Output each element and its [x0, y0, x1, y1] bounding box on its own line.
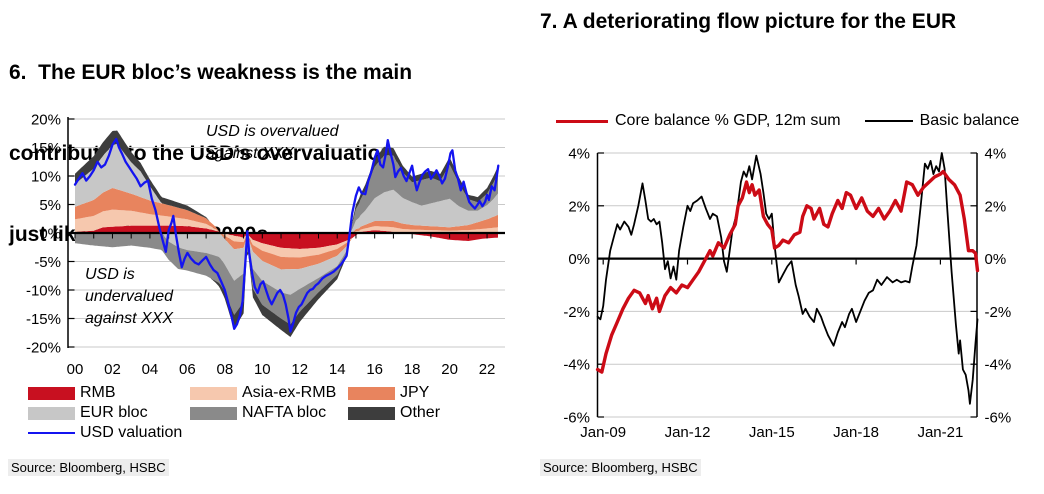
- legend-swatch-basic-balance: [864, 120, 913, 122]
- svg-text:Jan-15: Jan-15: [749, 424, 795, 441]
- svg-text:-2%: -2%: [985, 304, 1012, 321]
- legend-item-jpy: JPY: [348, 383, 508, 403]
- svg-text:Jan-21: Jan-21: [917, 424, 963, 441]
- svg-text:12: 12: [291, 361, 308, 378]
- usd-overvaluation-chart: 20% 15% 10% 5% 0% -5% -10% -15% -20% 00 02 04 06 08 10…: [26, 112, 505, 378]
- svg-text:08: 08: [216, 361, 233, 378]
- svg-text:Jan-09: Jan-09: [580, 424, 626, 441]
- legend-label-basic-balance: Basic balance: [919, 112, 1020, 129]
- svg-text:2%: 2%: [985, 198, 1007, 215]
- svg-text:4%: 4%: [985, 146, 1007, 163]
- legend-swatch-nafta-bloc: [190, 406, 237, 420]
- svg-text:10%: 10%: [31, 169, 61, 186]
- legend-swatch-rmb: [28, 386, 75, 400]
- left-chart-source: Source: Bloomberg, HSBC: [8, 459, 169, 476]
- svg-text:-10%: -10%: [26, 283, 61, 300]
- legend-label-rmb: RMB: [80, 384, 116, 401]
- svg-text:06: 06: [179, 361, 196, 378]
- svg-text:-4%: -4%: [563, 357, 590, 374]
- svg-text:0%: 0%: [568, 251, 590, 268]
- legend-item-other: Other: [348, 403, 508, 423]
- svg-text:0%: 0%: [39, 226, 61, 243]
- legend-item-eur-bloc: EUR bloc: [28, 403, 190, 423]
- legend-swatch-other: [348, 406, 395, 420]
- legend-label-jpy: JPY: [400, 384, 430, 401]
- svg-text:-6%: -6%: [563, 410, 590, 427]
- legend-swatch-jpy: [348, 386, 395, 400]
- svg-text:15%: 15%: [31, 140, 61, 157]
- svg-text:-6%: -6%: [985, 410, 1012, 427]
- svg-text:Jan-18: Jan-18: [833, 424, 879, 441]
- svg-text:14: 14: [329, 361, 346, 378]
- legend-label-asia-ex-rmb: Asia-ex-RMB: [242, 384, 337, 401]
- legend-item-nafta-bloc: NAFTA bloc: [190, 403, 348, 423]
- legend-label-eur-bloc: EUR bloc: [80, 404, 148, 421]
- legend-swatch-core-balance-gdp-12m-sum: [556, 119, 608, 123]
- eur-flow-chart: 4% 4%2% 2%0% 0%-2% -2%-4% -4%-6% -6%Jan-09 Jan-…: [563, 146, 1012, 442]
- legend-label-usd-valuation: USD valuation: [80, 424, 183, 441]
- svg-text:Jan-12: Jan-12: [665, 424, 711, 441]
- legend-label-other: Other: [400, 404, 441, 421]
- legend-label-nafta-bloc: NAFTA bloc: [242, 404, 327, 421]
- annotation-usd-overvalued: USD is overvalued against XXX: [206, 123, 339, 162]
- svg-text:2%: 2%: [568, 198, 590, 215]
- right-chart-legend: Core balance % GDP, 12m sum Basic balance: [556, 110, 1043, 132]
- legend-label-core-balance-gdp-12m-sum: Core balance % GDP, 12m sum: [615, 112, 841, 129]
- svg-text:0%: 0%: [985, 251, 1007, 268]
- annotation-usd-undervalued: USD is undervalued against XXX: [85, 266, 174, 327]
- legend-swatch-usd-valuation: [28, 432, 75, 434]
- legend-item-asia-ex-rmb: Asia-ex-RMB: [190, 383, 348, 403]
- right-chart-title: 7. A deteriorating flow picture for the …: [540, 10, 957, 33]
- svg-text:20%: 20%: [31, 112, 61, 129]
- right-chart-source: Source: Bloomberg, HSBC: [540, 459, 701, 476]
- svg-text:02: 02: [104, 361, 121, 378]
- legend-item-rmb: RMB: [28, 383, 190, 403]
- legend-swatch-asia-ex-rmb: [190, 386, 237, 400]
- svg-text:4%: 4%: [568, 146, 590, 163]
- svg-text:-15%: -15%: [26, 311, 61, 328]
- legend-swatch-eur-bloc: [28, 406, 75, 420]
- svg-text:10: 10: [254, 361, 271, 378]
- svg-text:16: 16: [366, 361, 383, 378]
- svg-text:-2%: -2%: [563, 304, 590, 321]
- left-chart-title-line1: 6. The EUR bloc’s weakness is the main: [9, 61, 413, 84]
- legend-item-usd-valuation: USD valuation: [28, 423, 190, 443]
- svg-text:-5%: -5%: [34, 254, 61, 271]
- svg-text:20: 20: [441, 361, 458, 378]
- svg-text:-4%: -4%: [985, 357, 1012, 374]
- svg-text:-20%: -20%: [26, 340, 61, 357]
- svg-text:5%: 5%: [39, 197, 61, 214]
- svg-text:00: 00: [67, 361, 84, 378]
- svg-text:22: 22: [479, 361, 496, 378]
- svg-text:18: 18: [404, 361, 421, 378]
- left-chart-legend: RMB Asia-ex-RMB JPY EUR bloc NAFTA bloc Other…: [28, 383, 508, 443]
- svg-text:04: 04: [142, 361, 159, 378]
